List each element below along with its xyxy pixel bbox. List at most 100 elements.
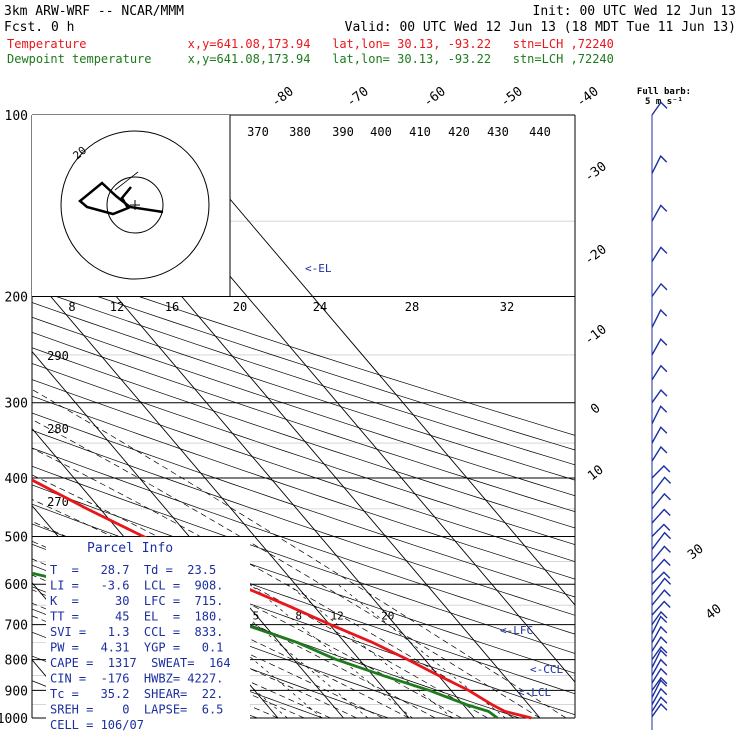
wind-barbs xyxy=(651,101,672,730)
parcel-info-row: CIN = -176 HWBZ= 4227. xyxy=(50,672,223,686)
wind-barb xyxy=(651,615,668,635)
wind-barb xyxy=(651,101,668,116)
isotherm-label: 0 xyxy=(588,401,603,418)
theta-label: 390 xyxy=(332,125,354,139)
theta-label: 280 xyxy=(47,422,69,436)
theta-label: 430 xyxy=(487,125,509,139)
theta-label: 420 xyxy=(448,125,470,139)
hodograph-ring-label: 32 xyxy=(500,300,514,314)
temperature-profile xyxy=(32,478,532,720)
hodograph-ring-label: 28 xyxy=(405,300,419,314)
isotherm-label: -10 xyxy=(582,322,610,348)
wind-barb xyxy=(651,523,671,537)
moist-adiabat xyxy=(32,419,541,719)
wind-barb xyxy=(651,492,671,510)
pressure-label: 200 xyxy=(5,291,28,306)
parcel-info-title: Parcel Info xyxy=(87,541,173,556)
isotherm-label: -50 xyxy=(498,84,526,110)
wind-barb xyxy=(651,364,668,381)
isotherm-label: -80 xyxy=(269,84,297,110)
pressure-label: 300 xyxy=(5,397,28,412)
wind-barb xyxy=(651,687,668,705)
parcel-info-row: K = 30 LFC = 715. xyxy=(50,594,223,608)
isotherm-label: -30 xyxy=(582,159,610,185)
wind-barb xyxy=(651,667,668,684)
dry-adiabat xyxy=(32,347,575,529)
isotherm-label: 30 xyxy=(685,542,707,563)
wind-barb xyxy=(651,625,668,644)
parcel-info-box: Parcel Info T = 28.7 Td = 23.5 LI = -3.6 … xyxy=(46,537,250,732)
wind-barb xyxy=(651,445,668,462)
hodograph-ring xyxy=(60,130,210,280)
parcel-info-row: CAPE = 1317 SWEAT= 164 xyxy=(50,656,231,670)
pressure-label: 400 xyxy=(5,472,28,487)
dry-adiabat xyxy=(32,564,455,719)
mixing-ratio-label: 20 xyxy=(381,610,394,623)
wind-barb xyxy=(651,645,668,661)
theta-label: 410 xyxy=(409,125,431,139)
temperature-legend: Temperature x,y=641.08,173.94 lat,lon= 3… xyxy=(7,37,614,51)
dewpoint-legend: Dewpoint temperature x,y=641.08,173.94 l… xyxy=(7,52,614,66)
init-time: Init: 00 UTC Wed 12 Jun 13 xyxy=(533,4,737,19)
el-annotation: <-EL xyxy=(305,262,332,275)
theta-label: 370 xyxy=(247,125,269,139)
isotherm-label: 10 xyxy=(585,463,607,484)
wind-barb xyxy=(651,571,671,585)
ccl-annotation: <-CCL xyxy=(530,663,563,676)
dry-adiabat xyxy=(32,316,575,497)
wind-barb xyxy=(651,508,671,524)
hodograph-ring-label: 8 xyxy=(68,300,75,314)
isotherm-label: -20 xyxy=(582,242,610,268)
dry-adiabat xyxy=(32,586,389,719)
parcel-info-row: PW = 4.31 YGP = 0.1 xyxy=(50,641,223,655)
hodograph-ring-label: 16 xyxy=(165,300,179,314)
parcel-info-row: T = 28.7 Td = 23.5 xyxy=(50,563,216,577)
wind-barb xyxy=(651,676,668,691)
hodograph-ring-label: 20 xyxy=(233,300,247,314)
pressure-label: 800 xyxy=(5,654,28,669)
dry-adiabat xyxy=(32,331,575,513)
wind-barb xyxy=(651,589,671,606)
wind-barb xyxy=(651,696,668,712)
theta-label: 380 xyxy=(289,125,311,139)
isotherm-label: -60 xyxy=(421,84,449,110)
isotherm-line xyxy=(32,273,410,719)
pressure-label: 500 xyxy=(5,530,28,545)
dry-adiabat xyxy=(32,273,575,451)
pressure-label: 700 xyxy=(5,619,28,634)
sounding-profiles xyxy=(32,478,532,720)
wind-legend-title: Full barb: xyxy=(637,87,691,97)
dry-adiabat xyxy=(32,395,575,580)
wind-barb xyxy=(651,389,668,404)
wind-barb xyxy=(651,658,668,676)
wind-barb xyxy=(651,635,668,652)
wind-barb xyxy=(651,476,672,495)
model-title: 3km ARW-WRF -- NCAR/MMM xyxy=(4,4,184,19)
parcel-info-row: CELL = 106/07 xyxy=(50,718,144,732)
storm-motion-line xyxy=(114,171,139,191)
lfc-annotation: <-LFC xyxy=(500,624,533,637)
mixing-ratio-label: 5 xyxy=(253,610,260,623)
wind-barb xyxy=(651,154,668,174)
hodograph-ring-label: 12 xyxy=(110,300,124,314)
parcel-info-row: SVI = 1.3 CCL = 833. xyxy=(50,625,223,639)
dry-adiabat xyxy=(32,259,575,436)
wind-barb xyxy=(651,531,672,550)
theta-label: 440 xyxy=(529,125,551,139)
dewpoint-temperature-profile xyxy=(32,571,499,720)
dry-adiabat xyxy=(32,412,575,598)
parcel-info-row: TT = 45 EL = 180. xyxy=(50,610,223,624)
wind-barb xyxy=(651,465,671,479)
theta-label: 270 xyxy=(47,495,69,509)
isotherm-line xyxy=(158,115,575,606)
moist-adiabat xyxy=(32,540,410,719)
lcl-annotation: <-LCL xyxy=(518,686,551,699)
dry-adiabat xyxy=(32,287,575,466)
pressure-label: 900 xyxy=(5,684,28,699)
wind-barb xyxy=(651,558,671,574)
dry-adiabat xyxy=(32,429,575,616)
dry-adiabat xyxy=(32,465,575,654)
theta-label: 400 xyxy=(370,125,392,139)
valid-time: Valid: 00 UTC Wed 12 Jun 13 (18 MDT Tue … xyxy=(345,20,736,35)
